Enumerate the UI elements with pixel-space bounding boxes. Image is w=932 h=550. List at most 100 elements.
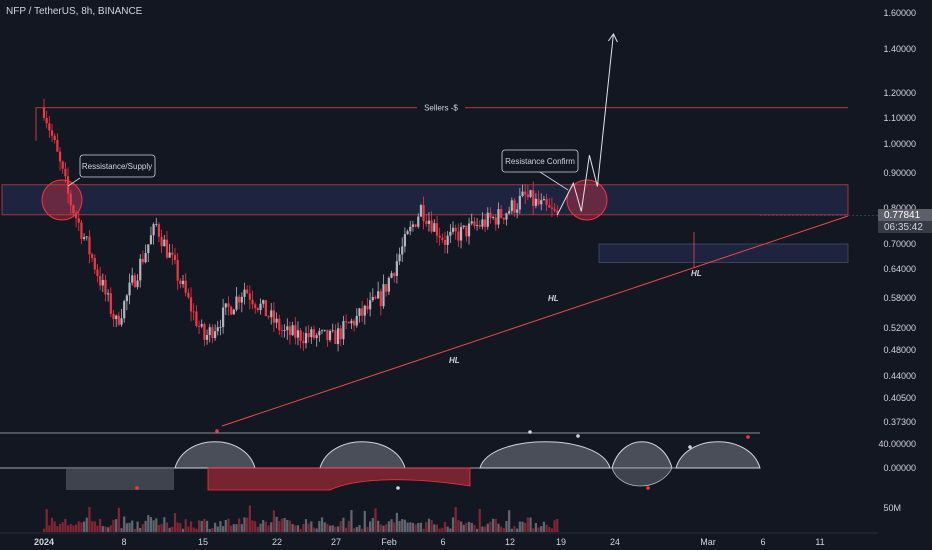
volume-bar — [42, 528, 46, 532]
volume-bar — [232, 524, 235, 532]
volume-bar — [264, 521, 267, 532]
candle-body — [537, 198, 540, 205]
candle-body — [93, 257, 96, 270]
candle-body — [425, 221, 428, 224]
volume-bar — [222, 526, 225, 532]
candle-body — [302, 340, 305, 344]
rejection-circle-right — [566, 179, 608, 221]
candle-body — [123, 301, 126, 319]
time-axis-label-1: 8 — [121, 537, 126, 547]
candle-body — [435, 223, 439, 236]
volume-bar — [211, 527, 214, 532]
volume-bar — [91, 521, 94, 532]
candle-body — [117, 315, 120, 325]
time-axis-label-6: 6 — [440, 537, 445, 547]
candle-body — [395, 261, 398, 276]
volume-bar — [435, 524, 439, 532]
candle-body — [42, 107, 46, 118]
candle-body — [294, 325, 297, 338]
resistance-zone — [1, 184, 849, 216]
candle-body — [427, 220, 431, 224]
osc-wave-5 — [675, 441, 761, 469]
candle-body — [272, 310, 276, 323]
price-axis-label-12: 0.44000 — [883, 371, 916, 381]
candle-body — [484, 219, 487, 227]
candle-body — [243, 289, 246, 297]
candle-body — [315, 335, 318, 338]
volume-bar — [262, 520, 265, 532]
osc-signal-dot — [528, 430, 532, 434]
candle-countdown: 06:35:42 — [878, 221, 932, 233]
candle-body — [478, 224, 481, 227]
candle-body — [163, 239, 166, 247]
volume-bar — [390, 519, 393, 532]
volume-bar — [251, 520, 254, 532]
volume-bar — [157, 524, 161, 532]
volume-bar — [422, 528, 425, 532]
candle-body — [83, 237, 86, 239]
volume-bar — [385, 524, 388, 532]
candle-body — [112, 313, 115, 320]
volume-bar — [355, 527, 358, 532]
volume-bar — [200, 520, 203, 532]
candle-body — [53, 135, 56, 141]
candle-body — [45, 117, 48, 124]
volume-bar — [53, 521, 56, 532]
volume-bar — [336, 526, 340, 532]
volume-bar — [149, 517, 153, 532]
volume-bar — [109, 525, 112, 532]
volume-bar — [48, 525, 51, 532]
candle-body — [502, 217, 505, 220]
volume-bar — [254, 521, 257, 532]
candle-body — [72, 205, 75, 214]
volume-bar — [173, 512, 177, 532]
candle-body — [168, 252, 171, 258]
volume-bar — [417, 523, 420, 532]
volume-bar — [235, 524, 238, 532]
candle-body — [497, 209, 500, 225]
volume-bar — [489, 521, 492, 532]
candle-body — [361, 308, 364, 316]
candle-body — [443, 240, 447, 245]
candle-body — [438, 235, 441, 238]
candle-body — [128, 282, 131, 296]
volume-bar — [216, 526, 219, 532]
candle-body — [264, 300, 267, 317]
volume-bar — [377, 520, 380, 532]
osc-wave-1 — [174, 441, 256, 469]
candle-body — [270, 310, 273, 318]
volume-bar — [256, 526, 259, 532]
volume-bar — [136, 521, 139, 532]
candle-body — [115, 315, 118, 320]
volume-bar — [283, 517, 286, 532]
volume-bar — [401, 519, 404, 532]
osc-signal-dot — [576, 434, 580, 438]
volume-bar — [344, 527, 348, 532]
candle-body — [451, 227, 455, 232]
volume-bar — [286, 519, 289, 532]
volume-bar — [267, 525, 270, 532]
volume-bar — [125, 523, 128, 532]
volume-bar — [227, 518, 230, 532]
volume-bar — [486, 523, 489, 532]
price-axis-label-8: 0.64000 — [883, 264, 916, 274]
volume-bar — [484, 526, 487, 532]
candle-body — [96, 269, 99, 276]
candle-body — [176, 260, 179, 281]
candle-body — [187, 292, 190, 298]
volume-bar — [382, 525, 385, 532]
projection-arrowhead — [608, 33, 618, 43]
candle-body — [398, 254, 401, 262]
candle-body — [446, 235, 449, 245]
candle-body — [275, 318, 278, 323]
volume-bar — [278, 520, 281, 532]
candle-body — [88, 236, 91, 255]
candle-body — [550, 207, 554, 209]
candle-body — [203, 324, 206, 340]
volume-bar — [550, 528, 554, 532]
osc-signal-dot — [688, 445, 692, 449]
candle-body — [516, 209, 519, 213]
candle-body — [369, 300, 372, 310]
